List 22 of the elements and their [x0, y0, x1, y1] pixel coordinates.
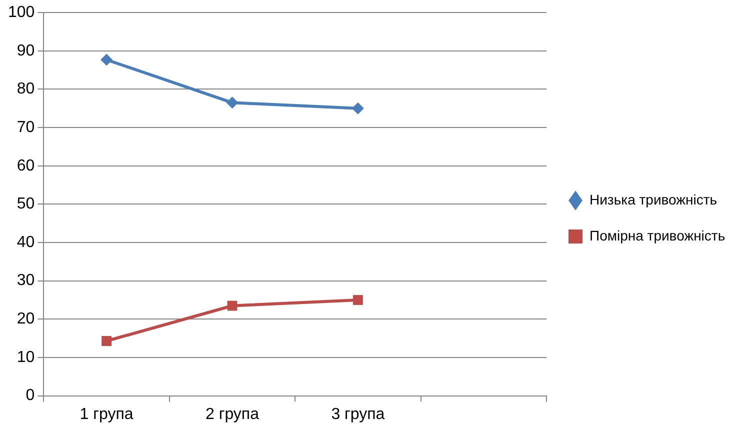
y-tick-label: 70: [16, 118, 35, 136]
y-tick-label: 40: [16, 234, 35, 251]
y-tick-label: 80: [16, 80, 35, 98]
x-tick-label: 3 група: [331, 406, 385, 423]
y-tick-label: 90: [16, 42, 35, 60]
y-tick-label: 0: [26, 387, 35, 404]
x-tick-label: 2 група: [206, 406, 260, 423]
y-tick-label: 30: [16, 272, 35, 290]
y-tick-label: 60: [16, 157, 35, 174]
legend-label: Помірна тривожність: [590, 227, 726, 244]
legend-label: Низька тривожність: [590, 191, 718, 208]
point: [353, 295, 363, 305]
y-tick-label: 100: [8, 4, 35, 22]
y-tick-label: 10: [16, 348, 35, 366]
point: [352, 102, 364, 114]
y-tick-label: 50: [16, 196, 35, 213]
point: [100, 54, 113, 66]
x-tick-label: 1 група: [80, 406, 134, 423]
y-tick-label: 20: [16, 310, 35, 328]
point: [226, 96, 238, 109]
point: [227, 300, 238, 311]
point: [102, 336, 112, 346]
